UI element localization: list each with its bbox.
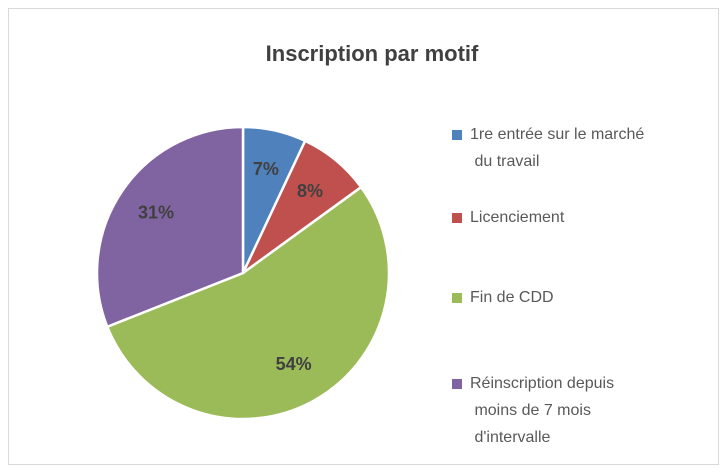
data-label: 54%: [276, 354, 312, 374]
legend-swatch: [452, 213, 462, 223]
legend-label: Réinscription depuis moins de 7 mois d'i…: [470, 375, 614, 446]
data-label: 8%: [297, 181, 323, 201]
pie-slice: [105, 185, 391, 421]
chart-title: Inscription par motif: [266, 41, 479, 66]
legend-swatch: [452, 130, 462, 140]
legend-label: Fin de CDD: [470, 289, 554, 306]
legend-label: Licenciement: [470, 209, 565, 226]
legend-label: 1re entrée sur le marché du travail: [470, 126, 644, 170]
legend-swatch: [452, 293, 462, 303]
legend-swatch: [452, 379, 462, 389]
data-label: 31%: [138, 203, 174, 223]
pie-slice: [95, 125, 245, 329]
data-label: 7%: [253, 159, 279, 179]
